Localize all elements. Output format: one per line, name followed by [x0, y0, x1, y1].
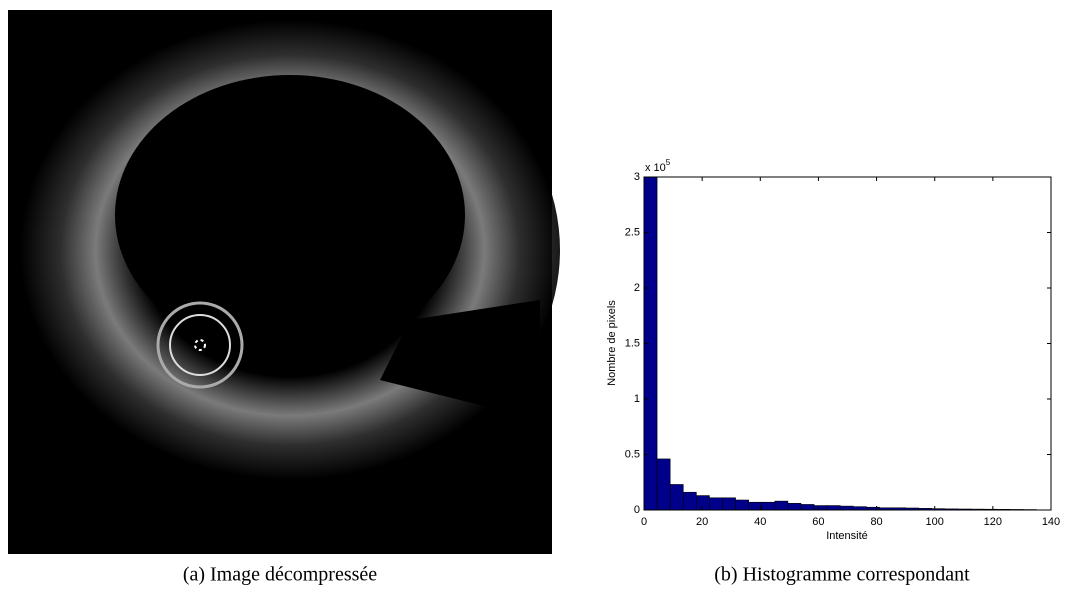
y-scale-exponent: 5 — [666, 158, 671, 167]
bar — [735, 499, 749, 511]
bar — [748, 501, 763, 511]
bar — [787, 503, 802, 511]
y-axis-label: Nombre de pixels — [606, 300, 618, 386]
y-tick-label: 3 — [634, 171, 640, 183]
x-tick-label: 80 — [870, 516, 882, 528]
caption: (a) Image décompressée — [183, 564, 377, 586]
bar — [761, 501, 776, 511]
bar — [722, 497, 736, 511]
bar — [669, 484, 684, 511]
bar — [696, 495, 710, 511]
x-tick-label: 120 — [984, 516, 1002, 528]
y-tick-label: 0.5 — [625, 448, 640, 460]
oct-image — [8, 10, 560, 554]
histogram: 0 20 40 60 80 100 120 140 0 0.5 1 1.5 2 2.5 3 — [625, 171, 1060, 528]
bar — [826, 505, 841, 511]
bar — [682, 491, 697, 511]
y-tick-label: 0 — [634, 504, 640, 516]
x-tick-label: 40 — [754, 516, 766, 528]
bar — [656, 458, 671, 511]
y-tick-label: 1 — [634, 393, 640, 405]
bar — [774, 500, 789, 511]
y-scale-base: x 10 — [645, 162, 666, 174]
x-tick-label: 60 — [812, 516, 824, 528]
bar — [813, 505, 828, 511]
x-tick-label: 20 — [696, 516, 708, 528]
bar — [800, 504, 815, 511]
bar — [839, 505, 854, 511]
y-tick-label: 1.5 — [625, 337, 640, 349]
y-scale-label: x 105 — [645, 158, 671, 174]
plot-frame — [643, 176, 1052, 511]
x-tick-label: 140 — [1042, 516, 1060, 528]
bar — [709, 497, 723, 511]
x-tick-label: 0 — [641, 516, 647, 528]
y-tick-label: 2.5 — [625, 226, 640, 238]
y-tick-label: 2 — [634, 282, 640, 294]
caption: (b) Histogramme correspondant — [714, 564, 970, 586]
x-tick-label: 100 — [926, 516, 944, 528]
x-axis-label: Intensité — [826, 530, 868, 542]
